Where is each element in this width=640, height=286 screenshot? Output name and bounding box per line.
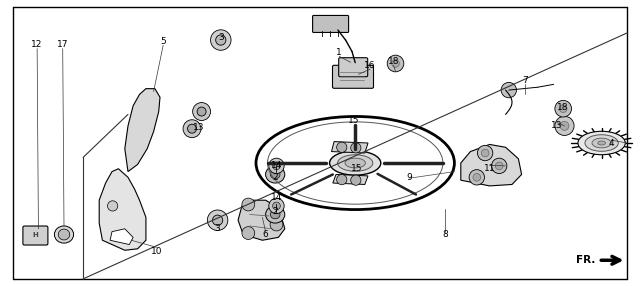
Ellipse shape bbox=[54, 226, 74, 243]
Text: 14: 14 bbox=[271, 161, 282, 170]
Ellipse shape bbox=[592, 138, 611, 148]
Text: 18: 18 bbox=[388, 57, 399, 66]
Text: 13: 13 bbox=[551, 121, 563, 130]
FancyBboxPatch shape bbox=[23, 226, 48, 245]
Text: 18: 18 bbox=[557, 103, 569, 112]
Circle shape bbox=[469, 170, 484, 185]
Circle shape bbox=[183, 120, 201, 138]
Ellipse shape bbox=[578, 131, 625, 155]
Circle shape bbox=[207, 210, 228, 231]
Text: 15: 15 bbox=[351, 164, 363, 173]
Text: H: H bbox=[33, 232, 38, 237]
Circle shape bbox=[337, 142, 347, 152]
Text: 17: 17 bbox=[57, 40, 68, 49]
Circle shape bbox=[555, 100, 572, 117]
Polygon shape bbox=[333, 174, 368, 184]
Circle shape bbox=[501, 82, 516, 98]
Text: 2: 2 bbox=[273, 207, 278, 216]
Circle shape bbox=[197, 107, 206, 116]
Text: 11: 11 bbox=[484, 164, 495, 173]
Text: FR.: FR. bbox=[576, 255, 595, 265]
Circle shape bbox=[492, 158, 507, 174]
Circle shape bbox=[387, 55, 404, 72]
Text: 1: 1 bbox=[337, 48, 342, 57]
Polygon shape bbox=[238, 200, 285, 240]
Circle shape bbox=[212, 215, 223, 225]
Text: 15: 15 bbox=[348, 116, 360, 125]
Ellipse shape bbox=[266, 166, 285, 183]
Polygon shape bbox=[125, 89, 160, 172]
Ellipse shape bbox=[598, 141, 605, 145]
Circle shape bbox=[351, 143, 361, 153]
Circle shape bbox=[269, 198, 284, 214]
Text: 6: 6 bbox=[263, 230, 268, 239]
Polygon shape bbox=[110, 229, 133, 245]
Text: 10: 10 bbox=[151, 247, 163, 256]
Circle shape bbox=[560, 121, 569, 130]
Circle shape bbox=[495, 162, 503, 170]
Circle shape bbox=[481, 149, 489, 157]
Polygon shape bbox=[332, 142, 368, 153]
Text: 2: 2 bbox=[273, 173, 278, 182]
Circle shape bbox=[477, 145, 493, 161]
Ellipse shape bbox=[266, 206, 285, 223]
FancyBboxPatch shape bbox=[333, 65, 374, 88]
Circle shape bbox=[559, 105, 567, 112]
Text: 13: 13 bbox=[193, 123, 204, 132]
Ellipse shape bbox=[270, 210, 280, 219]
Circle shape bbox=[216, 35, 226, 45]
Text: 8: 8 bbox=[442, 230, 447, 239]
Circle shape bbox=[242, 227, 255, 239]
Ellipse shape bbox=[270, 170, 280, 179]
Circle shape bbox=[270, 218, 283, 231]
Text: 14: 14 bbox=[271, 193, 282, 202]
Text: 7: 7 bbox=[522, 76, 527, 85]
Ellipse shape bbox=[330, 151, 381, 175]
Circle shape bbox=[273, 162, 280, 170]
Text: 3: 3 bbox=[215, 224, 220, 233]
Text: 5: 5 bbox=[161, 37, 166, 46]
Circle shape bbox=[392, 60, 399, 67]
Circle shape bbox=[108, 201, 118, 211]
Circle shape bbox=[273, 202, 280, 210]
Circle shape bbox=[351, 175, 361, 185]
Ellipse shape bbox=[345, 158, 365, 168]
Circle shape bbox=[211, 30, 231, 50]
Circle shape bbox=[555, 116, 574, 136]
Circle shape bbox=[473, 174, 481, 181]
Text: 9: 9 bbox=[407, 173, 412, 182]
FancyBboxPatch shape bbox=[339, 58, 368, 77]
Circle shape bbox=[337, 174, 347, 185]
Circle shape bbox=[193, 103, 211, 120]
Ellipse shape bbox=[338, 155, 373, 171]
Text: 4: 4 bbox=[609, 138, 614, 148]
Circle shape bbox=[242, 198, 255, 211]
Ellipse shape bbox=[585, 135, 618, 151]
Circle shape bbox=[269, 158, 284, 174]
Ellipse shape bbox=[58, 229, 70, 240]
Text: 16: 16 bbox=[364, 61, 376, 70]
Polygon shape bbox=[461, 144, 522, 186]
Polygon shape bbox=[99, 169, 146, 250]
Text: 3: 3 bbox=[218, 33, 223, 42]
Circle shape bbox=[188, 124, 196, 133]
FancyBboxPatch shape bbox=[312, 15, 349, 32]
Text: 12: 12 bbox=[31, 40, 43, 49]
